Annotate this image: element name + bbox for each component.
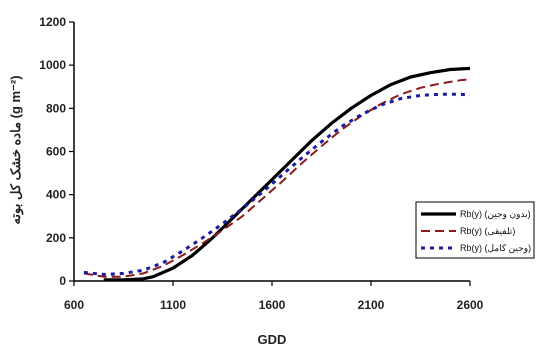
- legend-label-1: Rb(y) (بدون وجین): [460, 209, 531, 220]
- series-line-3: [83, 92, 471, 276]
- x-tick-label: 2100: [358, 298, 385, 312]
- y-tick-label: 800: [46, 101, 66, 115]
- y-axis-title: ماده خشک کل بوته (g m⁻²): [8, 75, 24, 224]
- y-tick-label: 400: [46, 188, 66, 202]
- y-axis-label: ماده خشک کل بوته (g m⁻²): [8, 75, 24, 224]
- y-tick-label: 1000: [39, 58, 66, 72]
- series-line-1: [103, 66, 471, 282]
- legend-label-2: Rb(y) (تلفیقی): [460, 226, 515, 236]
- legend-label-3: Rb(y) (وجین کامل): [460, 243, 531, 254]
- x-tick-label: 600: [64, 298, 84, 312]
- x-tick-label: 2600: [457, 298, 484, 312]
- x-axis-label: GDD: [258, 332, 287, 347]
- y-tick-label: 600: [46, 145, 66, 159]
- plot-area: 0 200 400 600 800 1000 1200 600 1100 1600 2100 2600: [39, 15, 483, 312]
- y-tick-label: 1200: [39, 15, 66, 29]
- y-tick-label: 200: [46, 231, 66, 245]
- series-line-2: [83, 78, 471, 278]
- legend: Rb(y) (بدون وجین) Rb(y) (تلفیقی) Rb(y) (وج…: [415, 201, 535, 259]
- x-tick-label: 1100: [160, 298, 186, 312]
- x-tick-label: 1600: [259, 298, 286, 312]
- y-tick-label: 0: [59, 274, 66, 288]
